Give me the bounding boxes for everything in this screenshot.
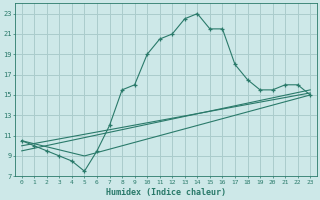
X-axis label: Humidex (Indice chaleur): Humidex (Indice chaleur) <box>106 188 226 197</box>
